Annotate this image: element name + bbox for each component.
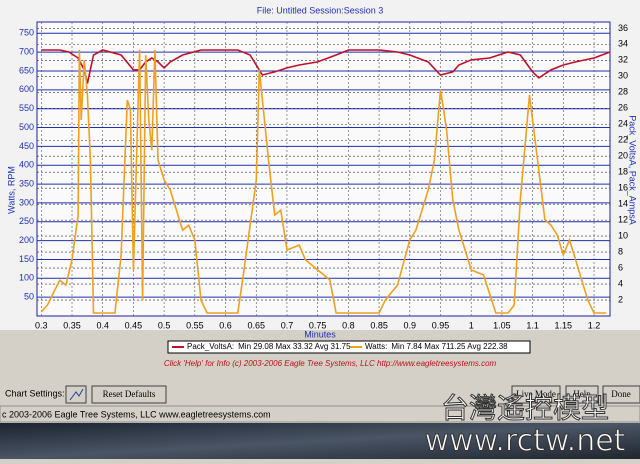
y2-tick-label: 30	[618, 71, 628, 81]
y2-tick-label: 26	[618, 103, 628, 113]
reset-defaults-button[interactable]	[91, 385, 167, 404]
x-tick-label: 0.35	[63, 320, 81, 330]
x-tick-label: 0.45	[125, 320, 143, 330]
y2-axis-label: Pack_VoltsA, Pack_AmpsA	[628, 115, 638, 225]
y2-tick-label: 6	[618, 262, 623, 272]
chart-title: File: Untitled Session:Session 3	[257, 5, 384, 15]
y2-tick-label: 2	[618, 294, 623, 304]
x-tick-label: 0.65	[247, 320, 265, 330]
x-tick-label: 0.9	[404, 320, 417, 330]
info-text: Click 'Help' for Info (c) 2003-2006 Eagl…	[164, 359, 497, 368]
legend-stats: Min 7.84 Max 711.25 Avg 222.38	[391, 342, 508, 351]
x-tick-label: 0.6	[219, 320, 232, 330]
y-tick-label: 350	[19, 178, 34, 188]
y2-tick-label: 20	[618, 151, 628, 161]
plot-area	[36, 21, 611, 317]
x-tick-label: 0.85	[370, 320, 388, 330]
reset-defaults-text: Reset Defaults	[103, 389, 156, 399]
help-text: Help	[573, 389, 591, 399]
live-mode-text: Live Mode	[516, 389, 556, 399]
y-tick-label: 150	[19, 254, 34, 264]
series-line	[41, 49, 611, 84]
x-tick-label: 0.5	[158, 320, 171, 330]
chart-settings-label: Chart Settings:	[5, 388, 65, 398]
done-text: Done	[611, 389, 631, 399]
help-button[interactable]	[565, 385, 599, 404]
y-tick-label: 300	[19, 197, 34, 207]
x-tick-label: 0.3	[35, 320, 48, 330]
chart-settings-button[interactable]	[65, 385, 87, 404]
y2-tick-label: 36	[618, 23, 628, 33]
chart-icon	[69, 388, 84, 401]
y-tick-label: 400	[19, 160, 34, 170]
series-line	[40, 49, 607, 314]
watermark-url: www.rctw.net	[425, 424, 626, 459]
x-axis-label: Minutes	[304, 329, 336, 339]
x-tick-label: 1.2	[588, 320, 601, 330]
status-text: c 2003-2006 Eagle Tree Systems, LLC www.…	[2, 409, 271, 419]
done-button[interactable]	[602, 385, 640, 404]
x-tick-label: 0.95	[432, 320, 450, 330]
y2-tick-label: 10	[618, 230, 628, 240]
y2-tick-label: 22	[618, 135, 628, 145]
x-tick-label: 1.1	[526, 320, 539, 330]
y2-tick-label: 32	[618, 55, 628, 65]
legend-name: Pack_VoltsA:	[187, 342, 234, 351]
y-tick-label: 650	[19, 65, 34, 75]
x-tick-label: 0.4	[96, 320, 109, 330]
y-tick-label: 450	[19, 141, 34, 151]
y2-tick-label: 28	[618, 87, 628, 97]
y-tick-label: 250	[19, 216, 34, 226]
y-tick-label: 600	[19, 84, 34, 94]
y2-tick-label: 8	[618, 246, 623, 256]
y-tick-label: 200	[19, 235, 34, 245]
y2-tick-label: 16	[618, 183, 628, 193]
y2-tick-label: 14	[618, 199, 628, 209]
y-tick-label: 700	[19, 47, 34, 57]
x-tick-label: 1.05	[493, 320, 511, 330]
watermark-cn: 台灣遙控模型	[441, 392, 609, 423]
y-axis-label: Watts, RPM	[6, 166, 16, 214]
y2-tick-label: 4	[618, 278, 623, 288]
legend-stats: Min 29.08 Max 33.32 Avg 31.75	[238, 342, 351, 351]
y2-tick-label: 18	[618, 167, 628, 177]
status-bar	[0, 405, 640, 423]
x-tick-label: 0.8	[342, 320, 355, 330]
y-tick-label: 550	[19, 103, 34, 113]
y2-tick-label: 24	[618, 119, 628, 129]
y-tick-label: 50	[24, 292, 34, 302]
legend	[167, 340, 531, 354]
y2-tick-label: 34	[618, 39, 628, 49]
y-tick-label: 500	[19, 122, 34, 132]
x-tick-label: 0.7	[281, 320, 294, 330]
legend-name: Watts:	[365, 342, 387, 351]
x-tick-label: 1	[469, 320, 474, 330]
desktop-strip	[0, 423, 640, 459]
y-tick-label: 750	[19, 28, 34, 38]
x-tick-label: 1.15	[555, 320, 573, 330]
y-tick-label: 100	[19, 273, 34, 283]
live-mode-button[interactable]	[511, 385, 561, 404]
x-tick-label: 0.75	[309, 320, 327, 330]
y2-tick-label: 12	[618, 215, 628, 225]
x-tick-label: 0.55	[186, 320, 204, 330]
